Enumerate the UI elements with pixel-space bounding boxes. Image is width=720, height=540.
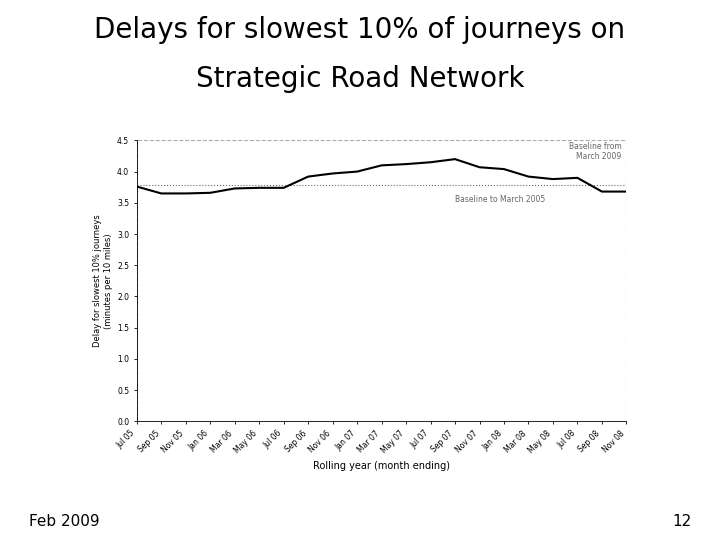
X-axis label: Rolling year (month ending): Rolling year (month ending) [313, 461, 450, 470]
Text: Feb 2009: Feb 2009 [29, 514, 99, 529]
Y-axis label: Delay for slowest 10% journeys
(minutes per 10 miles): Delay for slowest 10% journeys (minutes … [94, 214, 113, 347]
Text: Baseline to March 2005: Baseline to March 2005 [455, 195, 545, 204]
Text: Strategic Road Network: Strategic Road Network [196, 65, 524, 93]
Text: 12: 12 [672, 514, 691, 529]
Text: Delays for slowest 10% of journeys on: Delays for slowest 10% of journeys on [94, 16, 626, 44]
Text: Baseline from
March 2009: Baseline from March 2009 [569, 141, 621, 161]
